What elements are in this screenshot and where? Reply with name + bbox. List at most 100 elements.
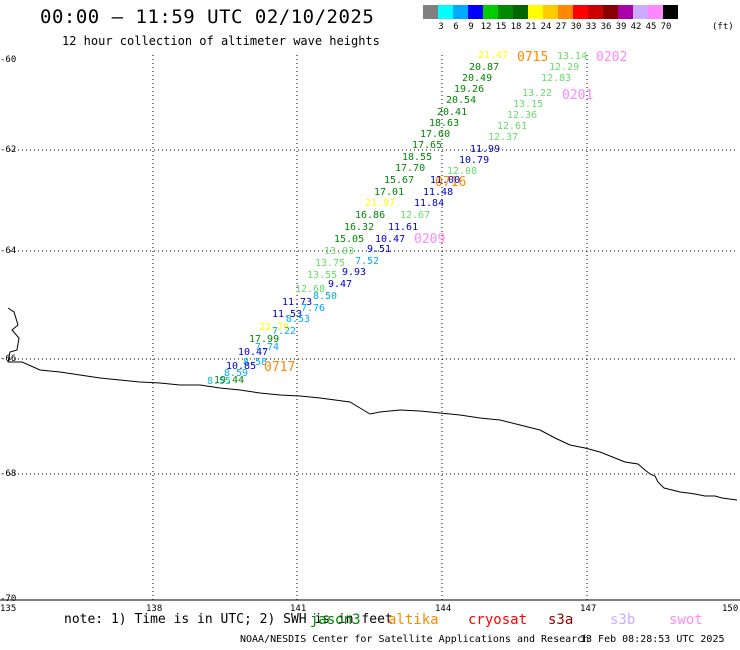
legend-swatch bbox=[498, 5, 513, 19]
wave-height-label: 16.86 bbox=[355, 210, 386, 221]
legend-swatch bbox=[618, 5, 633, 19]
legend-swatch bbox=[648, 5, 663, 19]
legend-label: 21 bbox=[525, 22, 537, 32]
legend-swatch bbox=[633, 5, 648, 19]
longitude-label: 147 bbox=[580, 604, 597, 614]
satellite-s3b: s3b bbox=[610, 612, 636, 628]
wave-height-label: 7.74 bbox=[255, 342, 280, 353]
longitude-label: 150 bbox=[722, 604, 739, 614]
satellite-cryosat: cryosat bbox=[468, 612, 528, 628]
legend-swatch bbox=[663, 5, 678, 19]
map-title: 00:00 – 11:59 UTC 02/10/2025 bbox=[40, 6, 375, 28]
wave-height-label: 13.14 bbox=[557, 51, 588, 62]
wave-height-label: 20.54 bbox=[446, 95, 477, 106]
latitude-label: -62 bbox=[0, 145, 17, 155]
wave-height-label: 7.22 bbox=[272, 326, 297, 337]
wave-height-label: 11.73 bbox=[282, 297, 313, 308]
legend-swatch bbox=[483, 5, 498, 19]
longitude-label: 135 bbox=[0, 604, 17, 614]
wave-height-label: 17.60 bbox=[420, 129, 451, 140]
longitude-label: 144 bbox=[435, 604, 452, 614]
wave-height-label: 9.47 bbox=[328, 279, 353, 290]
wave-height-label: 13.15 bbox=[513, 99, 544, 110]
legend-label: 45 bbox=[645, 22, 657, 32]
wave-height-label: 21.97 bbox=[365, 198, 396, 209]
wave-height-label: 17.70 bbox=[395, 163, 426, 174]
legend-label: 70 bbox=[660, 22, 672, 32]
wave-height-label: 16.32 bbox=[344, 222, 375, 233]
legend-label: 42 bbox=[630, 22, 642, 32]
pass-time-label: 0715 bbox=[517, 50, 549, 65]
legend-label: 15 bbox=[495, 22, 507, 32]
legend-swatch bbox=[603, 5, 618, 19]
wave-height-label: 20.87 bbox=[469, 62, 500, 73]
legend-label: 36 bbox=[600, 22, 612, 32]
wave-height-label: 12.83 bbox=[541, 73, 572, 84]
longitude-label: 138 bbox=[146, 604, 163, 614]
wave-height-label: 12.67 bbox=[400, 210, 431, 221]
latitude-label: -66 bbox=[0, 354, 17, 364]
pass-time-label: 0201 bbox=[562, 88, 594, 103]
legend-unit: (ft) bbox=[712, 22, 734, 32]
wave-height-label: 17.65 bbox=[412, 140, 443, 151]
pass-time-label: 0202 bbox=[596, 50, 628, 65]
wave-height-label: 18.63 bbox=[429, 118, 460, 129]
wave-height-label: 12.29 bbox=[549, 62, 580, 73]
wave-height-label: 7.76 bbox=[301, 303, 326, 314]
wave-height-label: 21.47 bbox=[478, 50, 509, 61]
wave-height-label: 12.61 bbox=[497, 121, 528, 132]
legend-label: 12 bbox=[480, 22, 492, 32]
legend-label: 33 bbox=[585, 22, 597, 32]
wave-height-label: 17.99 bbox=[249, 334, 280, 345]
satellite-s3a: s3a bbox=[548, 612, 574, 628]
wave-height-label: 7.52 bbox=[355, 256, 380, 267]
satellite-swot: swot bbox=[669, 612, 703, 628]
legend-label: 18 bbox=[510, 22, 522, 32]
wave-height-label: 13.03 bbox=[324, 246, 355, 257]
wave-height-label: 20.41 bbox=[437, 107, 468, 118]
wave-height-label: 11.99 bbox=[470, 144, 501, 155]
wave-height-label: 11.61 bbox=[388, 222, 419, 233]
wave-height-label: 10.47 bbox=[375, 234, 406, 245]
wave-height-label: 10.79 bbox=[459, 155, 490, 166]
color-legend bbox=[423, 5, 678, 19]
latitude-label: -60 bbox=[0, 55, 17, 65]
pass-time-label: 0716 bbox=[435, 175, 467, 190]
legend-swatch bbox=[468, 5, 483, 19]
wave-height-label: 18.55 bbox=[402, 152, 433, 163]
wave-height-label: 19.26 bbox=[454, 84, 485, 95]
legend-swatch bbox=[573, 5, 588, 19]
legend-swatch bbox=[513, 5, 528, 19]
legend-swatch bbox=[558, 5, 573, 19]
legend-swatch bbox=[588, 5, 603, 19]
latitude-label: -70 bbox=[0, 594, 17, 604]
legend-label: 24 bbox=[540, 22, 552, 32]
wave-height-label: 17.01 bbox=[374, 187, 405, 198]
pass-time-label: 0209 bbox=[414, 232, 446, 247]
latitude-label: -68 bbox=[0, 469, 17, 479]
legend-swatch bbox=[453, 5, 468, 19]
wave-height-label: 11.48 bbox=[423, 187, 454, 198]
legend-swatch bbox=[528, 5, 543, 19]
wave-height-label: 15.67 bbox=[384, 175, 415, 186]
wave-height-label: 9.51 bbox=[367, 244, 392, 255]
wave-height-label: 8.50 bbox=[313, 291, 338, 302]
generation-timestamp: 13 Feb 08:28:53 UTC 2025 bbox=[580, 634, 725, 645]
legend-label: 30 bbox=[570, 22, 582, 32]
wave-height-label: 9.93 bbox=[342, 267, 367, 278]
antarctic-coastline bbox=[7, 307, 738, 501]
wave-height-label: 13.75 bbox=[315, 258, 346, 269]
legend-label: 3 bbox=[438, 22, 444, 32]
wave-height-label: 12.68 bbox=[295, 284, 326, 295]
wave-height-label: 15.05 bbox=[334, 234, 365, 245]
legend-swatch bbox=[543, 5, 558, 19]
legend-label: 27 bbox=[555, 22, 567, 32]
wave-height-label: 8.53 bbox=[286, 314, 311, 325]
wave-height-label: 10.47 bbox=[238, 347, 269, 358]
longitude-label: 141 bbox=[290, 604, 307, 614]
wave-height-label: 8.55 bbox=[207, 376, 232, 387]
legend-label: 6 bbox=[453, 22, 459, 32]
wave-height-label: 13.55 bbox=[307, 270, 338, 281]
credit-line: NOAA/NESDIS Center for Satellite Applica… bbox=[240, 634, 590, 645]
